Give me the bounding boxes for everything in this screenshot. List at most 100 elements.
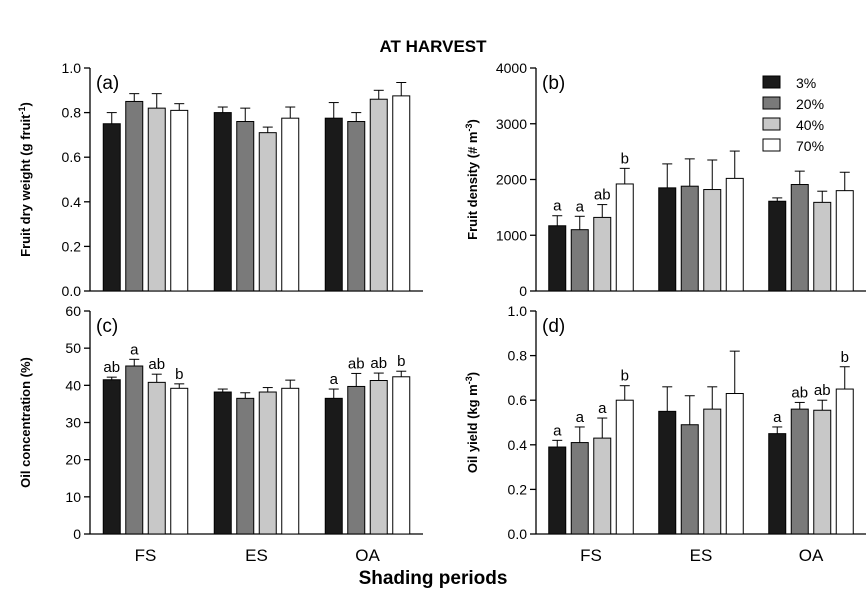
significance-letter: b — [841, 349, 849, 366]
y-tick-label: 0.8 — [62, 105, 82, 121]
significance-letter: ab — [594, 187, 611, 204]
significance-letter: a — [598, 400, 607, 417]
bar — [593, 216, 612, 292]
bar — [593, 437, 612, 535]
y-tick-label: 40 — [65, 377, 81, 393]
y-tick-label: 1000 — [496, 227, 527, 243]
bar — [347, 385, 366, 535]
significance-letter: b — [621, 150, 629, 167]
bar — [102, 379, 121, 535]
bar — [347, 121, 366, 292]
panel-0: 0.0 0.2 0.4 0.6 0.8 1.0 Fruit dry weight (g fr… — [17, 60, 423, 299]
y-tick-label: 0.6 — [62, 149, 82, 165]
bar — [147, 107, 166, 292]
significance-letter: ab — [791, 384, 808, 401]
bar — [170, 109, 189, 292]
legend-swatch — [762, 75, 781, 89]
bar — [369, 98, 388, 292]
category-label: OA — [355, 546, 380, 565]
bar — [680, 424, 699, 535]
bar — [615, 399, 634, 535]
bar — [125, 365, 144, 535]
legend-label: 20% — [796, 96, 824, 112]
y-tick-label: 1.0 — [62, 60, 82, 76]
y-axis-title: Oil concentration (%) — [18, 357, 33, 488]
y-tick-label: 4000 — [496, 60, 527, 76]
bar — [835, 388, 854, 535]
panel-3: 0.0 0.2 0.4 0.6 0.8 1.0 Oil yield (kg m-3) (d) a… — [464, 303, 866, 565]
y-tick-label: 0.4 — [508, 437, 528, 453]
legend-label: 3% — [796, 75, 816, 91]
y-tick-label: 1.0 — [508, 303, 528, 319]
y-tick-label: 30 — [65, 415, 81, 431]
legend-label: 40% — [796, 117, 824, 133]
bar — [790, 184, 809, 292]
category-label: ES — [245, 546, 268, 565]
legend-swatch — [762, 138, 781, 152]
bar — [281, 117, 300, 292]
y-tick-label: 0.6 — [508, 392, 528, 408]
y-tick-label: 60 — [65, 303, 81, 319]
bar — [570, 229, 589, 292]
figure-title: AT HARVEST — [379, 37, 487, 56]
bar — [813, 201, 832, 292]
bar — [548, 446, 567, 535]
significance-letter: ab — [103, 359, 120, 376]
significance-letter: ab — [348, 355, 365, 372]
bar — [147, 381, 166, 535]
bar — [102, 123, 121, 292]
y-axis-title: Oil yield (kg m-3) — [464, 372, 480, 473]
significance-letter: b — [397, 353, 405, 370]
significance-letter: ab — [814, 382, 831, 399]
y-tick-label: 0.2 — [62, 238, 82, 254]
y-tick-label: 50 — [65, 340, 81, 356]
significance-letter: a — [576, 409, 585, 426]
significance-letter: ab — [148, 356, 165, 373]
bar — [835, 190, 854, 292]
significance-letter: a — [553, 198, 562, 215]
bar — [125, 100, 144, 292]
panel-label: (b) — [542, 73, 565, 94]
category-label: FS — [135, 546, 157, 565]
bar — [725, 177, 744, 292]
significance-letter: a — [330, 371, 339, 388]
bar — [658, 187, 677, 292]
category-label: ES — [690, 546, 713, 565]
category-label: FS — [580, 546, 602, 565]
significance-letter: b — [621, 368, 629, 385]
bar — [680, 185, 699, 292]
bar — [790, 408, 809, 535]
bar — [236, 397, 255, 535]
bar — [170, 387, 189, 535]
panel-label: (d) — [542, 316, 565, 337]
legend-label: 70% — [796, 138, 824, 154]
y-tick-label: 2000 — [496, 172, 527, 188]
y-axis-title: Fruit dry weight (g fruit-1) — [17, 102, 33, 257]
bar — [392, 376, 411, 535]
significance-letter: a — [553, 422, 562, 439]
panel-label: (a) — [96, 73, 119, 94]
panel-1: 0 1000 2000 3000 4000 Fruit density (# m-3) (b… — [464, 60, 866, 299]
significance-letter: a — [130, 341, 139, 358]
y-tick-label: 20 — [65, 452, 81, 468]
panel-label: (c) — [96, 316, 118, 337]
y-axis-title: Fruit density (# m-3) — [464, 119, 480, 240]
significance-letter: b — [175, 366, 183, 383]
bar — [324, 397, 343, 535]
legend-swatch — [762, 117, 781, 131]
bar — [658, 410, 677, 535]
bar — [369, 380, 388, 535]
bar — [768, 200, 787, 292]
category-label: OA — [799, 546, 824, 565]
legend-swatch — [762, 96, 781, 110]
significance-letter: ab — [370, 355, 387, 372]
y-tick-label: 0.2 — [508, 481, 528, 497]
bar — [324, 117, 343, 292]
significance-letter: a — [773, 409, 782, 426]
bar — [548, 225, 567, 292]
y-tick-label: 0.0 — [508, 526, 528, 542]
bar — [281, 387, 300, 535]
bar — [725, 393, 744, 535]
